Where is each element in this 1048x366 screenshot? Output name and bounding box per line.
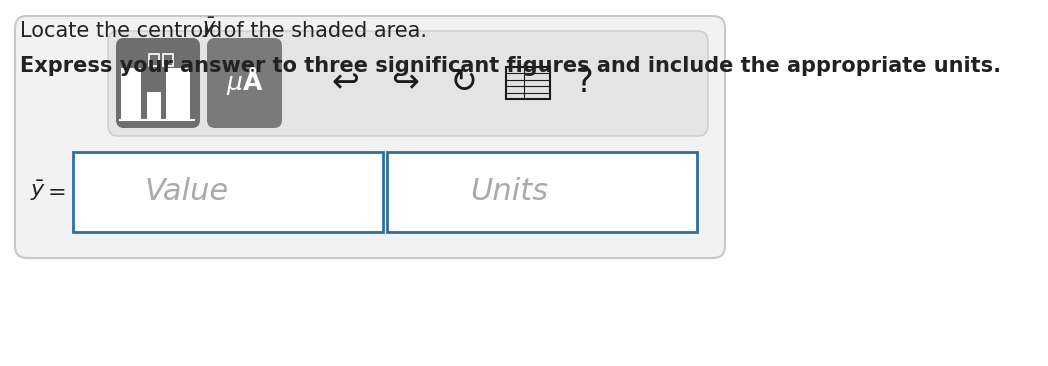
Text: Units: Units — [470, 178, 548, 206]
Text: Locate the centroid: Locate the centroid — [20, 21, 228, 41]
Bar — [163, 54, 173, 66]
Bar — [73, 152, 383, 232]
Text: $\bar{y}$: $\bar{y}$ — [30, 179, 46, 203]
Text: $\mu$Å: $\mu$Å — [225, 65, 263, 97]
Bar — [166, 68, 190, 120]
FancyBboxPatch shape — [116, 38, 200, 128]
Bar — [387, 152, 697, 232]
FancyBboxPatch shape — [108, 31, 708, 136]
Bar — [149, 54, 159, 66]
Bar — [121, 68, 141, 120]
Text: ↻: ↻ — [449, 67, 477, 100]
Bar — [147, 92, 161, 120]
Text: $\bar{y}$: $\bar{y}$ — [202, 16, 217, 40]
Text: ↩: ↩ — [331, 67, 359, 100]
Text: ?: ? — [576, 67, 594, 100]
FancyBboxPatch shape — [208, 38, 282, 128]
Bar — [506, 67, 550, 99]
Text: =: = — [48, 183, 67, 203]
Text: of the shaded area.: of the shaded area. — [217, 21, 427, 41]
Text: Express your answer to three significant figures and include the appropriate uni: Express your answer to three significant… — [20, 56, 1001, 76]
Text: ↪: ↪ — [391, 67, 419, 100]
Text: Value: Value — [145, 178, 230, 206]
FancyBboxPatch shape — [15, 16, 725, 258]
